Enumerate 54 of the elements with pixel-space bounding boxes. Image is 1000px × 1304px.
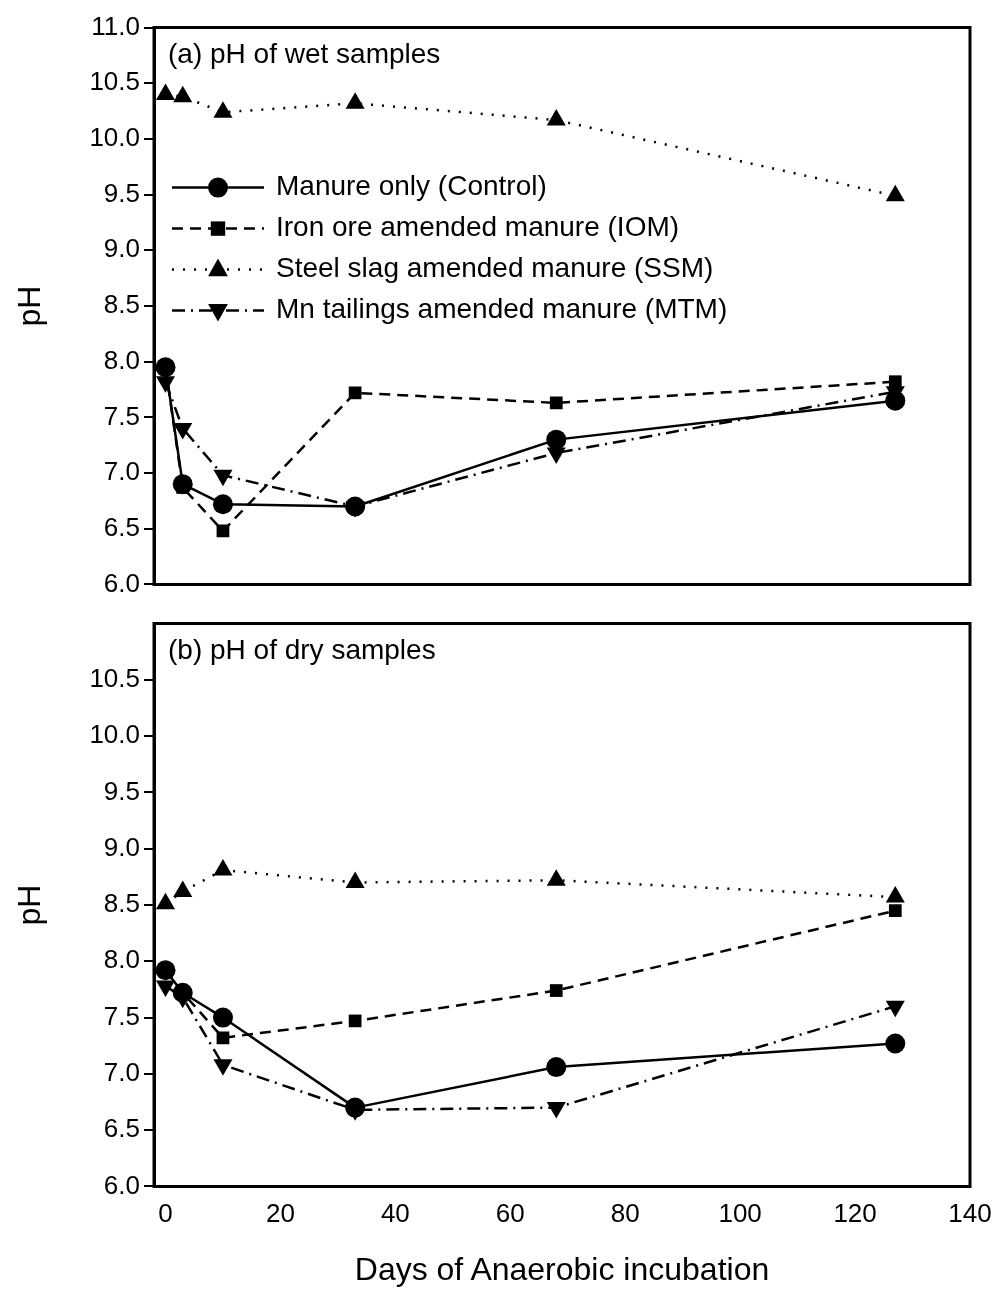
point xyxy=(888,375,902,389)
y-tick-label: 8.5 xyxy=(103,888,140,919)
y-tick-label: 9.5 xyxy=(103,177,140,208)
y-tick-label: 10.5 xyxy=(89,663,140,694)
y-tick-label: 9.0 xyxy=(103,233,140,264)
x-tick-label: 40 xyxy=(380,1198,410,1229)
chart-title: (a) pH of wet samples xyxy=(168,38,441,70)
y-tick-label: 10.5 xyxy=(89,66,140,97)
legend-label: Iron ore amended manure (IOM) xyxy=(276,211,680,243)
point xyxy=(212,494,233,515)
y-tick-label: 10.0 xyxy=(89,122,140,153)
y-tick-label: 7.0 xyxy=(103,1057,140,1088)
y-tick-label: 8.5 xyxy=(103,289,140,320)
legend-label: Steel slag amended manure (SSM) xyxy=(276,252,714,284)
point xyxy=(885,184,905,202)
x-tick-label: 0 xyxy=(158,1198,173,1229)
y-tick-label: 9.5 xyxy=(103,775,140,806)
point xyxy=(345,92,365,109)
y-tick-label: 7.0 xyxy=(103,456,140,487)
point xyxy=(155,357,176,378)
x-tick-label: 140 xyxy=(948,1198,992,1229)
point xyxy=(885,390,906,411)
point xyxy=(213,101,233,118)
y-tick-label: 8.0 xyxy=(103,344,140,375)
point xyxy=(348,386,362,400)
point xyxy=(345,496,366,517)
y-axis-title: pH xyxy=(11,884,48,926)
y-tick-label: 7.5 xyxy=(103,400,140,431)
y-tick-label: 8.0 xyxy=(103,944,140,975)
y-tick-label: 10.0 xyxy=(89,719,140,750)
y-axis-title: pH xyxy=(11,285,48,327)
point xyxy=(546,109,566,126)
x-tick-label: 100 xyxy=(718,1198,762,1229)
point xyxy=(549,396,563,410)
legend-label: Manure only (Control) xyxy=(276,170,547,202)
x-tick-label: 20 xyxy=(265,1198,295,1229)
x-axis-title: Days of Anaerobic incubation xyxy=(354,1250,770,1287)
y-tick-label: 9.0 xyxy=(103,831,140,862)
legend-label: Mn tailings amended manure (MTM) xyxy=(276,293,728,325)
point xyxy=(172,474,193,495)
y-tick-label: 6.5 xyxy=(103,511,140,542)
point xyxy=(213,469,233,487)
x-tick-label: 120 xyxy=(833,1198,877,1229)
point xyxy=(546,429,567,450)
y-tick-label: 6.0 xyxy=(103,567,140,598)
y-tick-label: 6.0 xyxy=(103,1169,140,1200)
point xyxy=(173,85,193,103)
x-tick-label: 60 xyxy=(495,1198,525,1229)
y-tick-label: 11.0 xyxy=(91,10,140,41)
y-tick-label: 7.5 xyxy=(103,1000,140,1031)
y-tick-label: 6.5 xyxy=(103,1113,140,1144)
chart-title: (b) pH of dry samples xyxy=(168,634,436,666)
x-tick-label: 80 xyxy=(610,1198,640,1229)
point xyxy=(155,83,176,100)
